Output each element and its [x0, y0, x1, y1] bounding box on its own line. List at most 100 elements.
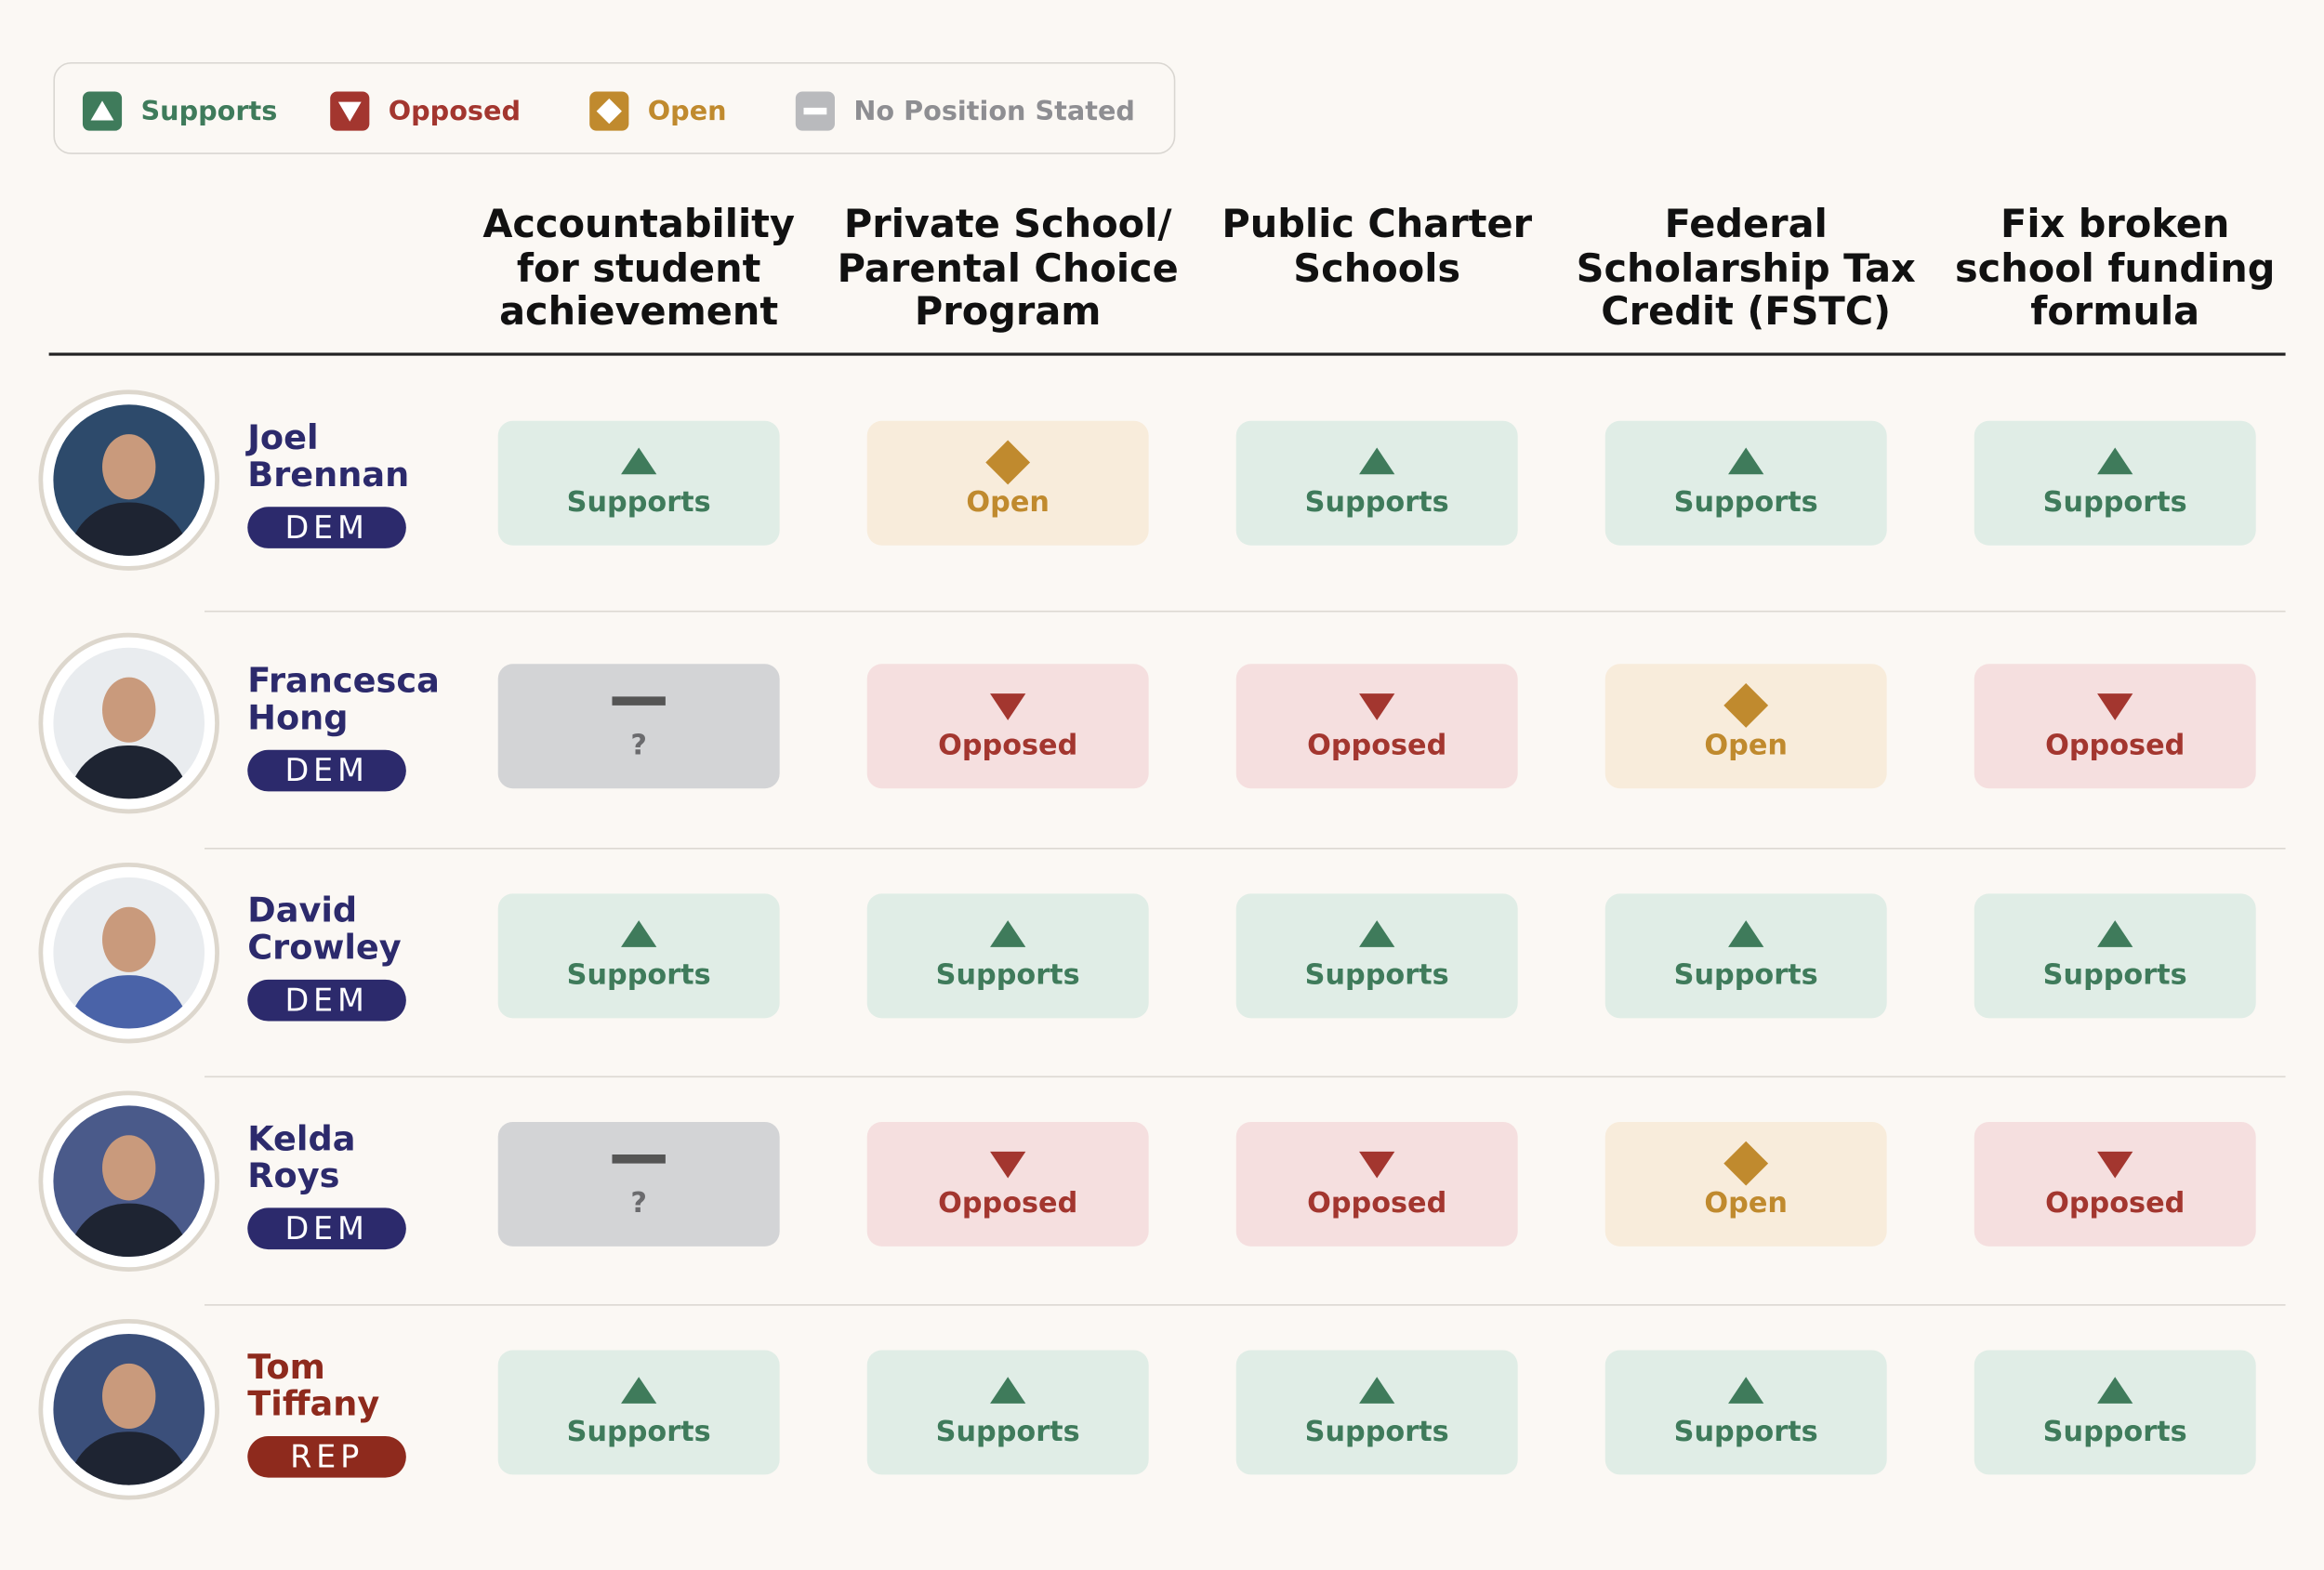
column-header: Accountability for student achievement [482, 203, 796, 336]
status-icon [1359, 1377, 1395, 1404]
shoulders [68, 745, 191, 799]
position-label: Opposed [938, 1187, 1078, 1220]
candidate-photo [38, 389, 219, 571]
shoulders [68, 502, 191, 556]
position-label: Open [966, 485, 1050, 520]
position-label: Supports [2042, 1415, 2187, 1448]
photo-bg [53, 1333, 205, 1485]
header-rule [48, 352, 2286, 355]
status-icon [2097, 693, 2133, 720]
candidate-name: Tom Tiffany [247, 1348, 380, 1424]
position-cell: Supports [497, 1350, 780, 1475]
party-badge: DEM [247, 1207, 406, 1250]
status-icon [589, 91, 629, 131]
photo-bg [53, 647, 205, 799]
legend-label: Opposed [388, 95, 522, 127]
status-icon [612, 1154, 666, 1164]
shoulders [68, 975, 191, 1029]
status-icon [985, 440, 1031, 485]
position-cell: Supports [1974, 420, 2256, 546]
position-cell: Opposed [1974, 664, 2256, 789]
position-label: Opposed [1307, 729, 1447, 762]
legend-item: Supports [82, 90, 278, 132]
position-label: Supports [566, 485, 711, 520]
row-divider [205, 847, 2286, 850]
position-label: Opposed [2045, 1187, 2185, 1220]
position-label: Supports [1673, 958, 1818, 992]
position-label: Supports [1673, 485, 1818, 520]
status-icon [621, 447, 657, 475]
position-label: ? [630, 729, 647, 762]
status-icon [2097, 1151, 2133, 1179]
position-cell: Open [1604, 1121, 1887, 1247]
head [102, 677, 156, 743]
position-label: Supports [935, 1415, 1080, 1448]
status-icon [1723, 683, 1769, 728]
position-label: Supports [1304, 958, 1449, 992]
position-cell: Supports [1974, 893, 2256, 1019]
candidate-photo [38, 1090, 219, 1272]
head [102, 906, 156, 972]
status-icon [1359, 447, 1395, 475]
position-cell: Supports [497, 893, 780, 1019]
party-badge: REP [247, 1435, 406, 1478]
position-cell: Open [1604, 664, 1887, 789]
row-divider [205, 1304, 2286, 1306]
column-header: Private School/ Parental Choice Program [837, 203, 1179, 336]
status-icon [2097, 1377, 2133, 1404]
position-cell: Supports [866, 1350, 1149, 1475]
position-cell: Opposed [1974, 1121, 2256, 1247]
status-icon [330, 91, 370, 131]
candidate-name: Kelda Roys [247, 1120, 356, 1195]
legend-item: Opposed [329, 90, 521, 132]
legend-label: Supports [140, 95, 278, 127]
head [102, 1363, 156, 1430]
legend-label: Open [647, 95, 727, 127]
position-cell: Supports [497, 420, 780, 546]
status-icon [1723, 1141, 1769, 1186]
status-icon [795, 91, 836, 131]
position-label: Supports [2042, 958, 2187, 992]
party-badge: DEM [247, 979, 406, 1022]
position-cell: ? [497, 1121, 780, 1247]
candidate-name: David Crowley [247, 891, 402, 968]
status-icon [1359, 920, 1395, 947]
legend-item: No Position Stated [795, 90, 1135, 132]
position-cell: Supports [866, 893, 1149, 1019]
photo-bg [53, 877, 205, 1029]
position-label: Supports [566, 1415, 711, 1448]
legend-item: Open [588, 90, 727, 132]
position-cell: Supports [1604, 420, 1887, 546]
row-divider [205, 610, 2286, 613]
status-icon [612, 696, 666, 706]
status-icon [990, 693, 1026, 720]
status-icon [1728, 447, 1764, 475]
candidate-photo [38, 1319, 219, 1500]
shoulders [68, 1431, 191, 1485]
position-cell: Supports [1235, 1350, 1518, 1475]
candidate-photo [38, 862, 219, 1044]
position-label: Opposed [938, 729, 1078, 762]
position-label: Supports [1304, 1415, 1449, 1448]
position-cell: Opposed [866, 1121, 1149, 1247]
position-label: Supports [2042, 485, 2187, 520]
party-badge: DEM [247, 749, 406, 792]
photo-bg [53, 1105, 205, 1258]
status-icon [2097, 447, 2133, 475]
legend: Supports Opposed Open No Position Stated [53, 61, 1176, 154]
status-icon [990, 920, 1026, 947]
candidate-name: Joel Brennan [247, 419, 410, 495]
position-label: Open [1704, 1187, 1788, 1220]
status-icon [82, 91, 123, 131]
column-header: Public Charter Schools [1221, 203, 1533, 292]
status-icon [990, 1377, 1026, 1404]
position-cell: Supports [1604, 1350, 1887, 1475]
position-cell: Opposed [866, 664, 1149, 789]
position-label: ? [630, 1187, 647, 1220]
position-label: Supports [566, 958, 711, 992]
row-divider [205, 1075, 2286, 1078]
position-cell: Supports [1974, 1350, 2256, 1475]
position-cell: Opposed [1235, 1121, 1518, 1247]
